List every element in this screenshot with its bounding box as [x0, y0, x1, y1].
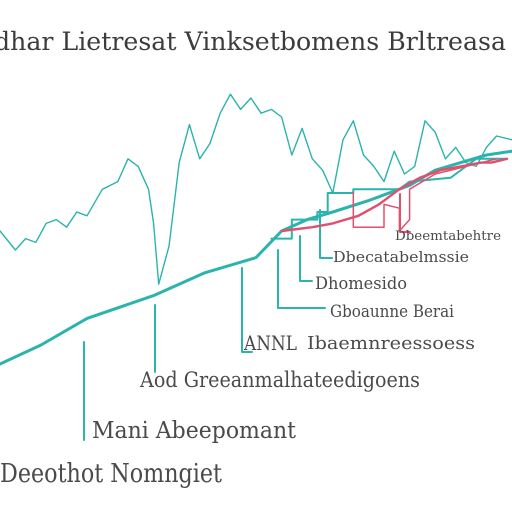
- series-line-5: [352, 158, 498, 232]
- leader-line-4: [277, 249, 326, 309]
- series-line-1: [0, 93, 512, 285]
- annotation-9: Deeothot Nomngiet: [0, 459, 222, 489]
- leader-line-7: [399, 193, 411, 233]
- leader-line-5: [299, 235, 313, 282]
- chart-title: dhar Lietresat Vinksetbomens Brltreasa: [0, 27, 506, 56]
- annotation-5: ANNL: [243, 331, 297, 355]
- annotation-6: Ibaemnreessoess: [307, 333, 475, 354]
- leader-line-3: [241, 267, 253, 353]
- annotation-1: Dbeemtabehtre: [395, 229, 501, 244]
- series-layer: [0, 93, 512, 366]
- annotation-8: Mani Abeepomant: [92, 418, 297, 444]
- annotation-3: Dhomesido: [315, 274, 407, 294]
- annotation-4: Gboaunne Berai: [330, 302, 454, 322]
- annotation-2: Dbecatabelmssie: [333, 248, 469, 266]
- leader-line-6: [319, 209, 333, 259]
- series-line-3: [270, 157, 508, 240]
- annotation-7: Aod Greeanmalhateedigoens: [139, 368, 420, 392]
